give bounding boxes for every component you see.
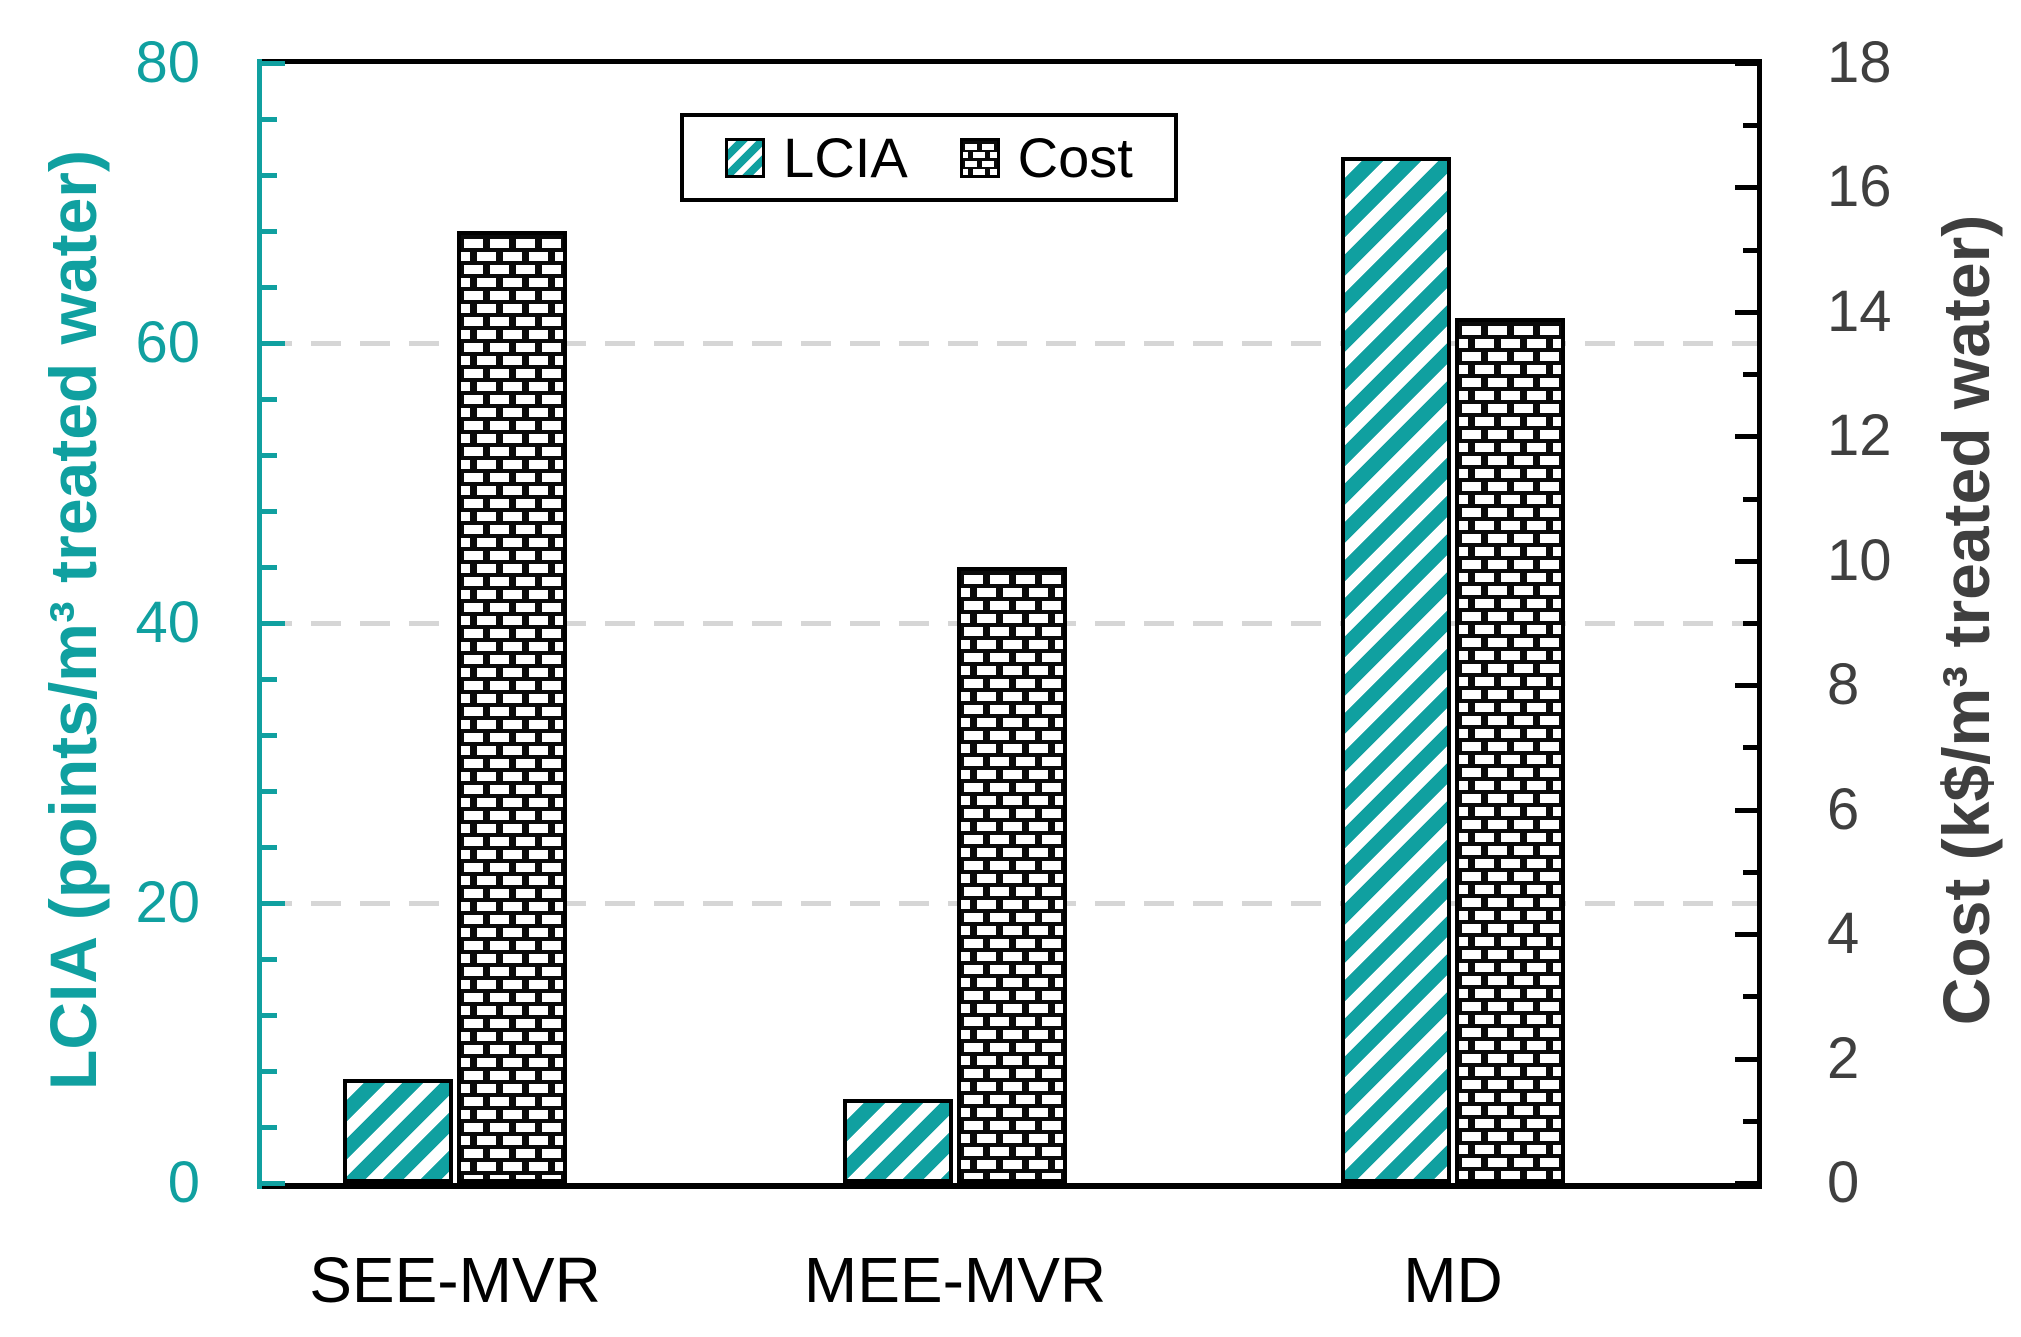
x-category-label: SEE-MVR [309, 1244, 601, 1316]
right-major-tick [1735, 434, 1757, 440]
right-tick-label: 12 [1827, 403, 1892, 469]
bar-cost-MD [1455, 318, 1565, 1183]
left-major-tick [262, 1181, 285, 1186]
legend-swatch-lcia-hatch [725, 137, 766, 178]
right-tick-label: 18 [1827, 30, 1892, 95]
right-axis-line [1757, 59, 1762, 1188]
left-minor-tick [262, 117, 277, 122]
left-major-tick [262, 341, 285, 346]
left-minor-tick [262, 1125, 277, 1130]
left-minor-tick [262, 1013, 277, 1018]
bar-lcia-MD [1341, 156, 1451, 1183]
right-minor-tick [1743, 123, 1757, 129]
right-minor-tick [1743, 745, 1757, 751]
plot-top-border [262, 59, 1762, 64]
right-tick-label: 2 [1827, 1025, 1860, 1091]
left-minor-tick [262, 677, 277, 682]
left-minor-tick [262, 397, 277, 402]
right-tick-label: 4 [1827, 901, 1860, 967]
left-tick-label: 80 [135, 30, 200, 95]
legend-swatch-cost-pattern [959, 137, 1000, 178]
left-tick-label: 40 [135, 590, 200, 655]
right-minor-tick [1743, 994, 1757, 1000]
legend-item-lcia: LCIA [725, 125, 908, 190]
right-minor-tick [1743, 496, 1757, 502]
right-minor-tick [1743, 1118, 1757, 1124]
left-major-tick [262, 901, 285, 906]
right-major-tick [1735, 185, 1757, 191]
legend-label-cost: Cost [1017, 126, 1133, 189]
bar-cost-SEE-MVR [457, 231, 567, 1183]
left-minor-tick [262, 565, 277, 570]
right-tick-label: 8 [1827, 652, 1860, 718]
x-category-label: MD [1403, 1244, 1503, 1316]
bar-lcia-SEE-MVR [343, 1079, 453, 1183]
left-tick-label: 0 [167, 1150, 200, 1215]
gridline [262, 341, 1757, 346]
right-tick-label: 0 [1827, 1150, 1860, 1215]
left-minor-tick [262, 453, 277, 458]
right-major-tick [1735, 683, 1757, 689]
right-minor-tick [1743, 869, 1757, 875]
right-minor-tick [1743, 247, 1757, 253]
left-axis-line [257, 59, 262, 1189]
bar-lcia-MEE-MVR [843, 1099, 953, 1183]
legend-item-cost: Cost [959, 125, 1133, 190]
right-major-tick [1735, 309, 1757, 315]
right-major-tick [1735, 61, 1757, 66]
left-axis-title: LCIA (points/m³ treated water) [36, 150, 110, 1090]
right-tick-label: 10 [1827, 527, 1892, 593]
left-tick-label: 60 [135, 310, 200, 375]
legend: LCIA Cost [680, 113, 1178, 202]
right-major-tick [1735, 1181, 1757, 1186]
right-tick-label: 14 [1827, 278, 1892, 344]
right-minor-tick [1743, 621, 1757, 626]
left-minor-tick [262, 285, 277, 290]
bar-cost-MEE-MVR [957, 567, 1067, 1183]
left-minor-tick [262, 957, 277, 962]
left-minor-tick [262, 1069, 277, 1074]
left-major-tick [262, 61, 285, 66]
right-axis-title: Cost (k$/m³ treated water) [1929, 214, 2003, 1026]
left-minor-tick [262, 789, 277, 794]
legend-label-lcia: LCIA [783, 126, 908, 189]
right-major-tick [1735, 807, 1757, 813]
right-tick-label: 16 [1827, 154, 1892, 220]
right-minor-tick [1743, 372, 1757, 378]
x-category-label: MEE-MVR [803, 1244, 1107, 1316]
x-axis-line [257, 1183, 1762, 1189]
left-major-tick [262, 621, 285, 626]
right-major-tick [1735, 558, 1757, 564]
right-major-tick [1735, 932, 1757, 938]
left-minor-tick [262, 229, 277, 234]
left-minor-tick [262, 173, 277, 178]
left-minor-tick [262, 733, 277, 738]
left-minor-tick [262, 845, 277, 850]
left-tick-label: 20 [135, 870, 200, 935]
right-major-tick [1735, 1056, 1757, 1062]
right-tick-label: 6 [1827, 776, 1860, 842]
left-minor-tick [262, 509, 277, 514]
